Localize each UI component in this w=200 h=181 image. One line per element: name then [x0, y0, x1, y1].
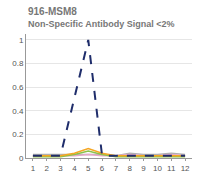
svg-text:0.8: 0.8 [12, 59, 24, 68]
svg-text:1: 1 [31, 164, 36, 173]
svg-text:12: 12 [181, 164, 190, 173]
svg-text:4: 4 [72, 164, 77, 173]
svg-text:5: 5 [86, 164, 91, 173]
svg-text:916-MSM8: 916-MSM8 [28, 6, 77, 17]
svg-text:Non-Specific Antibody Signal <: Non-Specific Antibody Signal <2% [28, 19, 174, 29]
svg-text:0.4: 0.4 [12, 107, 24, 116]
svg-text:0: 0 [19, 154, 24, 163]
svg-text:11: 11 [167, 164, 176, 173]
svg-text:3: 3 [58, 164, 63, 173]
svg-text:1: 1 [19, 36, 24, 45]
svg-text:6: 6 [100, 164, 105, 173]
svg-text:0.2: 0.2 [12, 130, 24, 139]
svg-text:0.6: 0.6 [12, 83, 24, 92]
svg-text:9: 9 [141, 164, 146, 173]
svg-text:10: 10 [153, 164, 162, 173]
svg-text:8: 8 [128, 164, 133, 173]
svg-text:2: 2 [45, 164, 50, 173]
svg-text:7: 7 [114, 164, 119, 173]
